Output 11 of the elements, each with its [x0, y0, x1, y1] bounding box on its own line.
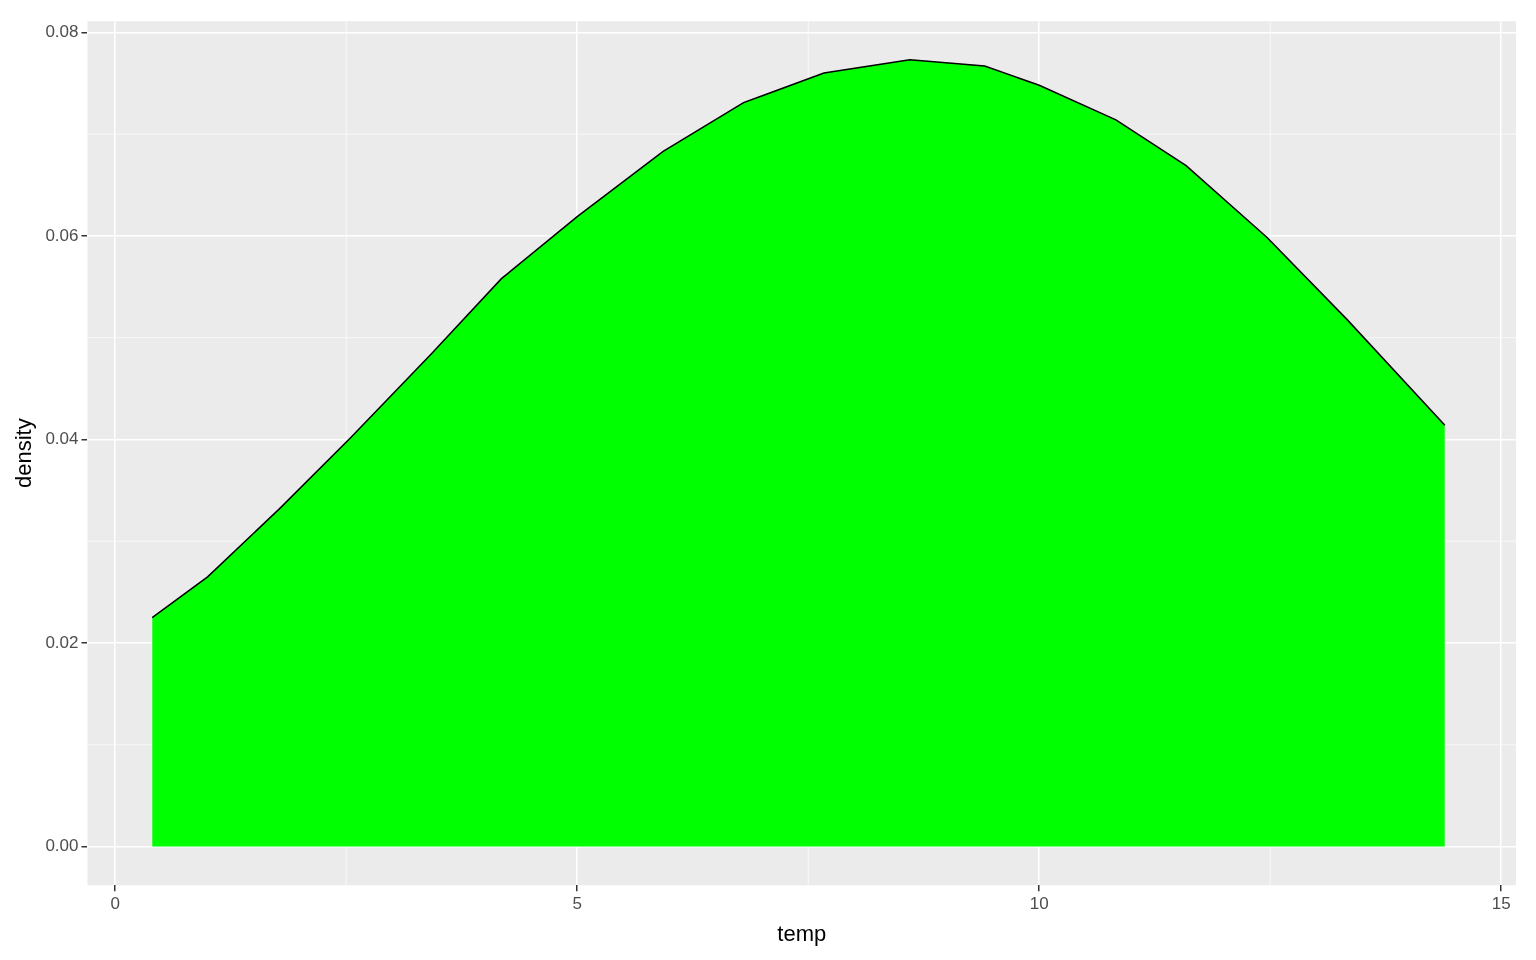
x-tick-label: 0	[110, 894, 120, 914]
x-tick-label: 5	[572, 894, 582, 914]
x-tick-label: 15	[1491, 894, 1511, 914]
y-axis-title: density	[11, 418, 37, 489]
x-axis-title: temp	[777, 920, 827, 946]
y-tick-label: 0.06	[45, 225, 79, 245]
x-tick-label: 10	[1029, 894, 1049, 914]
y-tick-label: 0.04	[45, 429, 79, 449]
y-tick-label: 0.02	[45, 632, 79, 652]
y-tick-label: 0.00	[45, 836, 79, 856]
y-tick-label: 0.08	[45, 22, 79, 42]
